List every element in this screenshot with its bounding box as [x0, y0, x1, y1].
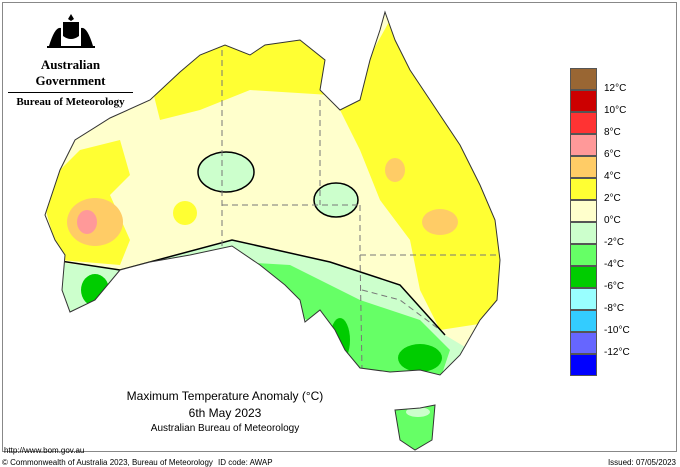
anomaly-zone-2-4-small	[173, 201, 197, 225]
legend-swatch	[570, 68, 597, 90]
legend-label: 10°C	[604, 105, 627, 116]
legend-swatch	[570, 178, 597, 200]
anomaly-zone-4-6-qld	[385, 158, 405, 182]
coat-of-arms-icon	[46, 14, 95, 48]
anomaly-zone-east-2-4	[340, 20, 500, 330]
legend-swatch	[570, 354, 597, 376]
legend-label: 6°C	[604, 149, 621, 160]
anomaly-zone-4-6-east	[422, 209, 458, 235]
map-frame	[2, 2, 677, 452]
legend-label: 0°C	[604, 215, 621, 226]
map-source: Australian Bureau of Meteorology	[150, 423, 300, 434]
issued-date: Issued: 07/05/2023	[607, 458, 676, 467]
anomaly-zone-neg4-neg6-sw	[81, 274, 109, 306]
legend-label: -2°C	[604, 237, 625, 248]
zero-contour	[45, 239, 446, 336]
legend-swatch	[570, 134, 597, 156]
government-logo: Australian Government Bureau of Meteorol…	[8, 10, 133, 108]
government-name: Australian Government	[35, 57, 106, 88]
map-title: Maximum Temperature Anomaly (°C)	[126, 389, 324, 403]
legend-label: -4°C	[604, 259, 625, 270]
legend-swatch	[570, 156, 597, 178]
state-borders	[221, 40, 500, 371]
legend-swatch	[570, 90, 597, 112]
map-date: 6th May 2023	[188, 406, 262, 420]
legend-label: 2°C	[604, 193, 621, 204]
anomaly-zone-north-2-4	[150, 40, 340, 120]
legend-label: -8°C	[604, 303, 625, 314]
id-code: ID code: AWAP	[218, 458, 273, 467]
legend-label: -10°C	[604, 325, 630, 336]
bom-url-link[interactable]: http://www.bom.gov.au	[4, 446, 85, 455]
legend-swatch	[570, 222, 597, 244]
legend-swatch	[570, 266, 597, 288]
legend-swatch	[570, 310, 597, 332]
bureau-name: Bureau of Meteorology	[8, 92, 133, 108]
legend-label: 4°C	[604, 171, 621, 182]
legend-label: -12°C	[604, 347, 630, 358]
legend-swatch	[570, 332, 597, 354]
tasmania-coastline	[394, 404, 436, 451]
anomaly-zone-cool-central	[197, 151, 255, 193]
legend-swatch	[570, 200, 597, 222]
legend-label: 8°C	[604, 127, 621, 138]
legend-label: -6°C	[604, 281, 625, 292]
legend-label: 12°C	[604, 83, 627, 94]
anomaly-zone-cool-east	[313, 182, 359, 218]
legend-swatch	[570, 112, 597, 134]
legend-swatch	[570, 244, 597, 266]
anomaly-zone-neg4-neg6-vic	[398, 344, 442, 372]
copyright: © Commonwealth of Australia 2023, Bureau…	[2, 458, 213, 467]
legend-swatch	[570, 288, 597, 310]
anomaly-zone-6-8	[77, 210, 97, 234]
anomaly-zone-tasmania-north	[406, 407, 430, 417]
